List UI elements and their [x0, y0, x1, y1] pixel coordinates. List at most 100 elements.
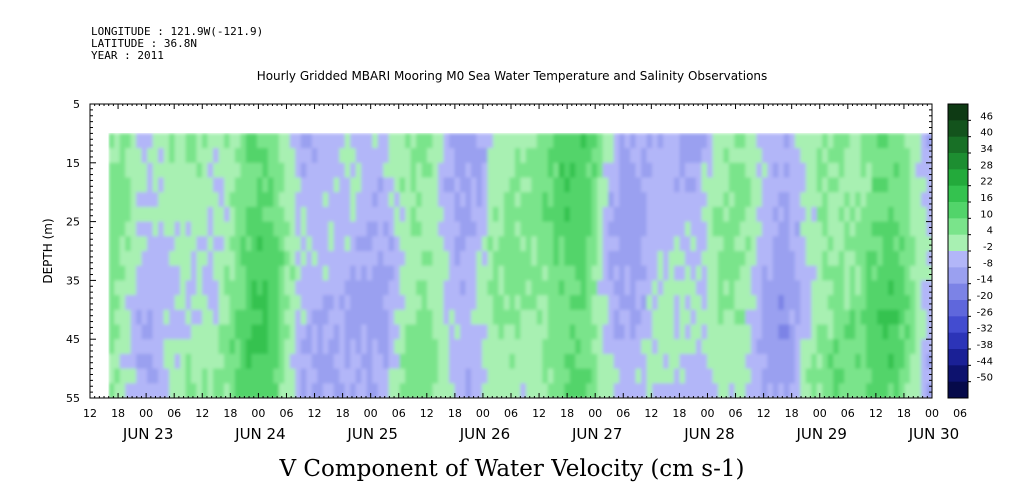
heatmap-cell	[542, 206, 549, 223]
heatmap-cell	[685, 383, 692, 398]
heatmap-cell	[717, 265, 725, 282]
heatmap-cell	[520, 192, 527, 208]
heatmap-cell	[580, 324, 587, 340]
heatmap-cell	[580, 368, 587, 385]
heatmap-cell	[696, 265, 703, 282]
heatmap-cell	[893, 133, 900, 149]
heatmap-cell	[169, 251, 176, 267]
heatmap-cell	[608, 383, 615, 398]
heatmap-cell	[163, 339, 170, 355]
heatmap-cell	[449, 309, 456, 326]
heatmap-cell	[586, 383, 593, 398]
heatmap-cell	[256, 309, 264, 326]
heatmap-cell	[421, 280, 428, 296]
heatmap-cell	[580, 148, 587, 164]
heatmap-cell	[158, 339, 165, 355]
heatmap-cell	[383, 324, 390, 340]
heatmap-cell	[723, 236, 730, 252]
heatmap-cell	[794, 368, 802, 385]
heatmap-cell	[750, 251, 758, 267]
heatmap-cell	[361, 221, 368, 238]
heatmap-cell	[438, 251, 445, 267]
heatmap-cell	[251, 280, 258, 296]
heatmap-cell	[904, 353, 911, 370]
heatmap-cell	[734, 206, 741, 223]
heatmap-cell	[218, 353, 225, 370]
heatmap-cell	[119, 280, 126, 296]
heatmap-cell	[108, 236, 115, 252]
heatmap-cell	[174, 236, 181, 252]
heatmap-cell	[366, 368, 373, 385]
heatmap-cell	[163, 368, 170, 385]
heatmap-cell	[251, 324, 258, 340]
heatmap-cell	[487, 265, 494, 282]
heatmap-cell	[306, 177, 313, 193]
heatmap-cell	[317, 368, 324, 385]
heatmap-cell	[915, 324, 922, 340]
heatmap-cell	[707, 368, 714, 385]
heatmap-cell	[432, 192, 439, 208]
heatmap-cell	[443, 251, 450, 267]
heatmap-cell	[761, 368, 769, 385]
heatmap-cell	[750, 265, 758, 282]
heatmap-cell	[229, 192, 236, 208]
heatmap-cell	[844, 265, 851, 282]
heatmap-cell	[580, 280, 587, 296]
heatmap-cell	[185, 265, 192, 282]
heatmap-cell	[224, 236, 231, 252]
heatmap-cell	[789, 265, 796, 282]
heatmap-cell	[454, 353, 461, 370]
heatmap-cell	[772, 368, 780, 385]
heatmap-cell	[240, 162, 247, 179]
heatmap-cell	[289, 221, 297, 238]
heatmap-cell	[717, 295, 725, 311]
heatmap-cell	[833, 368, 840, 385]
heatmap-cell	[476, 162, 483, 179]
heatmap-cell	[690, 309, 697, 326]
heatmap-cell	[800, 251, 807, 267]
colorbar-swatch	[948, 169, 968, 187]
heatmap-cell	[783, 295, 791, 311]
heatmap-cell	[136, 383, 143, 398]
heatmap-cell	[449, 148, 456, 164]
heatmap-cell	[202, 309, 209, 326]
heatmap-cell	[685, 339, 692, 355]
heatmap-cell	[679, 353, 686, 370]
heatmap-cell	[147, 236, 154, 252]
heatmap-cell	[520, 339, 527, 355]
heatmap-cell	[377, 177, 384, 193]
heatmap-cell	[443, 295, 450, 311]
heatmap-cell	[915, 251, 922, 267]
heatmap-cell	[350, 206, 357, 223]
heatmap-cell	[262, 280, 269, 296]
heatmap-cell	[564, 221, 571, 238]
heatmap-cell	[833, 309, 840, 326]
heatmap-cell	[580, 236, 587, 252]
heatmap-cell	[136, 324, 143, 340]
heatmap-cell	[767, 133, 774, 149]
heatmap-cell	[542, 295, 549, 311]
heatmap-cell	[509, 177, 516, 193]
heatmap-cell	[251, 177, 258, 193]
heatmap-cell	[531, 133, 538, 149]
heatmap-cell	[361, 148, 368, 164]
heatmap-cell	[558, 383, 566, 398]
heatmap-cell	[344, 251, 351, 267]
heatmap-cell	[701, 309, 708, 326]
heatmap-cell	[169, 236, 176, 252]
heatmap-cell	[136, 295, 143, 311]
heatmap-cell	[536, 206, 544, 223]
heatmap-cell	[536, 236, 544, 252]
heatmap-cell	[525, 309, 533, 326]
heatmap-cell	[833, 353, 840, 370]
heatmap-cell	[767, 251, 774, 267]
colorbar-label: 4	[987, 226, 993, 237]
heatmap-cell	[119, 295, 126, 311]
heatmap-cell	[514, 383, 522, 398]
heatmap-cell	[114, 251, 121, 267]
heatmap-cell	[745, 148, 752, 164]
heatmap-cell	[306, 383, 313, 398]
heatmap-cell	[575, 265, 582, 282]
heatmap-cell	[553, 265, 560, 282]
heatmap-cell	[234, 148, 242, 164]
